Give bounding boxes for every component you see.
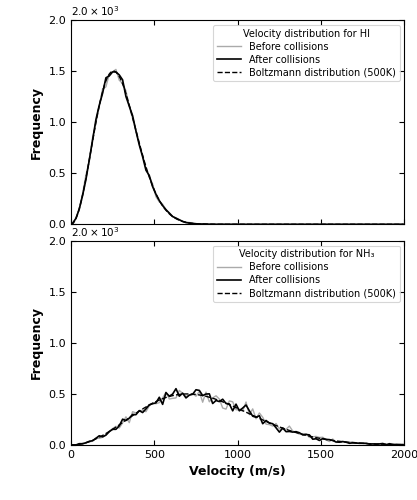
Boltzmann distribution (500K) [231, 222, 236, 228]
Boltzmann distribution (500K) [392, 442, 397, 448]
Boltzmann distribution (500K) [68, 442, 73, 448]
After collisions [70, 442, 75, 448]
Boltzmann distribution (500K) [68, 222, 73, 228]
After collisions [377, 441, 382, 447]
Before collisions [133, 410, 138, 416]
Line: Boltzmann distribution (500K): Boltzmann distribution (500K) [71, 71, 404, 225]
Boltzmann distribution (500K) [231, 404, 236, 409]
Legend: Before collisions, After collisions, Boltzmann distribution (500K): Before collisions, After collisions, Bol… [213, 25, 399, 82]
Before collisions [244, 399, 249, 405]
Before collisions [274, 222, 279, 228]
After collisions [247, 222, 252, 228]
After collisions [147, 402, 152, 408]
Before collisions [377, 441, 382, 447]
Before collisions [147, 403, 152, 409]
Boltzmann distribution (500K) [111, 68, 116, 74]
X-axis label: Velocity (m/s): Velocity (m/s) [189, 466, 286, 478]
Boltzmann distribution (500K) [392, 222, 397, 228]
Boltzmann distribution (500K) [85, 164, 90, 170]
Line: After collisions: After collisions [73, 388, 403, 445]
Before collisions [177, 388, 182, 394]
Boltzmann distribution (500K) [392, 442, 397, 448]
After collisions [400, 442, 405, 448]
Before collisions [220, 222, 225, 228]
After collisions [270, 420, 275, 426]
Text: $2.0\times10^3$: $2.0\times10^3$ [71, 225, 120, 238]
Line: Before collisions: Before collisions [73, 70, 403, 224]
Before collisions [387, 442, 392, 448]
Boltzmann distribution (500K) [85, 439, 90, 445]
Before collisions [70, 220, 75, 226]
After collisions [244, 402, 249, 408]
Before collisions [247, 222, 252, 228]
Before collisions [380, 222, 385, 228]
After collisions [400, 222, 405, 228]
After collisions [173, 386, 178, 392]
Line: Before collisions: Before collisions [73, 390, 403, 445]
Legend: Before collisions, After collisions, Boltzmann distribution (500K): Before collisions, After collisions, Bol… [213, 246, 399, 302]
After collisions [274, 222, 279, 228]
After collisions [70, 220, 75, 226]
Before collisions [400, 442, 405, 448]
After collisions [133, 412, 138, 418]
Boltzmann distribution (500K) [402, 222, 407, 228]
After collisions [380, 222, 385, 228]
Boltzmann distribution (500K) [392, 222, 397, 228]
After collisions [390, 222, 395, 228]
Before collisions [390, 222, 395, 228]
Before collisions [400, 222, 405, 228]
Boltzmann distribution (500K) [222, 222, 227, 228]
Before collisions [270, 423, 275, 429]
Boltzmann distribution (500K) [402, 442, 407, 448]
Y-axis label: Frequency: Frequency [30, 306, 43, 380]
Line: Boltzmann distribution (500K): Boltzmann distribution (500K) [71, 394, 404, 445]
After collisions [150, 184, 155, 190]
Before collisions [70, 442, 75, 448]
After collisions [137, 142, 142, 148]
After collisions [387, 440, 392, 446]
Boltzmann distribution (500K) [331, 222, 336, 228]
After collisions [110, 69, 115, 75]
After collisions [214, 222, 219, 228]
Boltzmann distribution (500K) [331, 438, 336, 444]
Boltzmann distribution (500K) [185, 391, 190, 397]
Before collisions [137, 141, 142, 147]
Before collisions [113, 66, 118, 72]
Before collisions [150, 181, 155, 187]
Text: $2.0\times10^3$: $2.0\times10^3$ [71, 4, 120, 18]
Y-axis label: Frequency: Frequency [30, 86, 43, 158]
Boltzmann distribution (500K) [222, 400, 227, 406]
Line: After collisions: After collisions [73, 72, 403, 225]
